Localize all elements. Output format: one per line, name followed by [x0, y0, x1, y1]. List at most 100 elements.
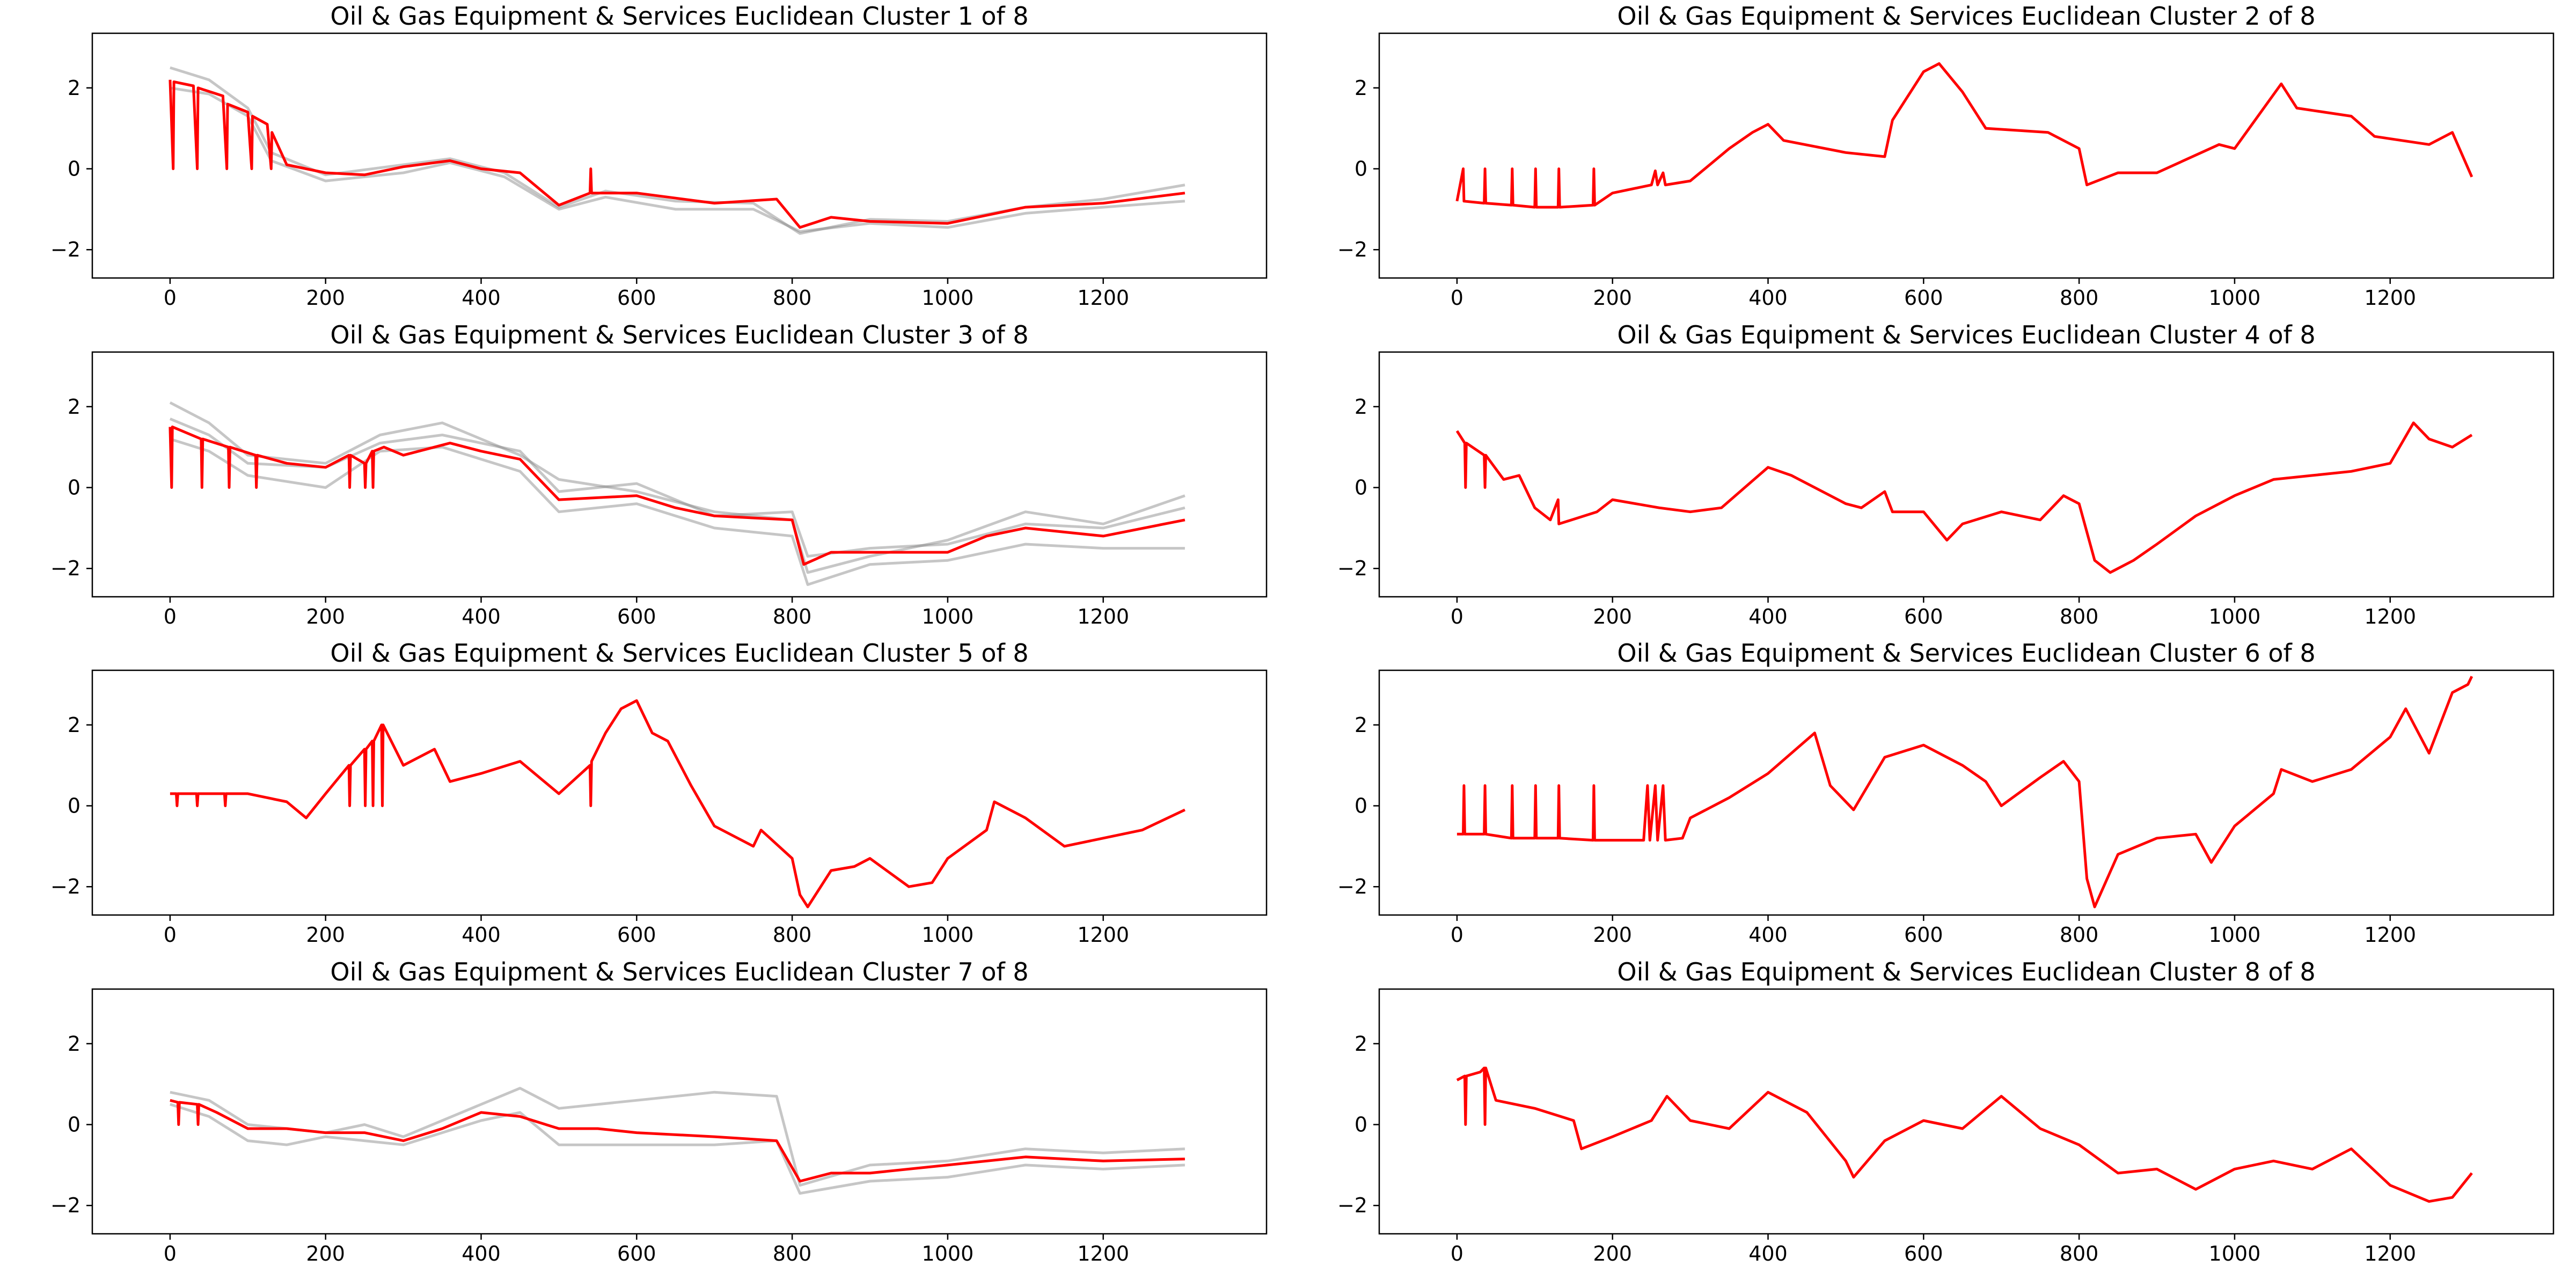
- x-tick-label: 200: [306, 286, 345, 310]
- axes-frame: [1378, 669, 2555, 916]
- series-line-mean: [170, 1099, 1185, 1183]
- subplot-4: Oil & Gas Equipment & Services Euclidean…: [1337, 320, 2555, 628]
- x-tick-label: 400: [462, 923, 501, 947]
- series-line-mean: [1455, 421, 2473, 574]
- x-tick-label: 1200: [2364, 923, 2416, 947]
- x-tick-label: 1000: [922, 605, 974, 628]
- subplot-3: Oil & Gas Equipment & Services Euclidean…: [50, 320, 1268, 628]
- axes-frame: [1378, 351, 2555, 598]
- subplot-7: Oil & Gas Equipment & Services Euclidean…: [50, 957, 1268, 1265]
- plot-area: [1456, 1066, 2473, 1203]
- y-tick-label: −2: [50, 238, 80, 261]
- x-tick-label: 400: [1748, 605, 1788, 628]
- axes-frame: [91, 32, 1268, 279]
- x-tick-label: 400: [1748, 923, 1788, 947]
- y-tick-label: 2: [1355, 713, 1367, 737]
- x-tick-label: 400: [462, 605, 501, 628]
- plot-area: [169, 401, 1185, 586]
- subplot-title: Oil & Gas Equipment & Services Euclidean…: [330, 639, 1028, 668]
- x-tick-label: 800: [773, 605, 812, 628]
- x-tick-label: 1200: [2364, 605, 2416, 628]
- y-tick-label: 2: [68, 76, 80, 100]
- x-tick-label: 0: [1451, 1242, 1463, 1265]
- y-tick-label: −2: [1337, 557, 1367, 580]
- x-tick-label: 800: [773, 1242, 812, 1265]
- y-tick-label: −2: [1337, 875, 1367, 898]
- x-tick-label: 1000: [2209, 286, 2261, 310]
- x-tick-label: 0: [1451, 605, 1463, 628]
- subplot-title: Oil & Gas Equipment & Services Euclidean…: [1617, 320, 2315, 349]
- subplot-title: Oil & Gas Equipment & Services Euclidean…: [330, 2, 1028, 31]
- x-tick-label: 1000: [2209, 605, 2261, 628]
- subplot-title: Oil & Gas Equipment & Services Euclidean…: [1617, 957, 2315, 986]
- subplot-8: Oil & Gas Equipment & Services Euclidean…: [1337, 957, 2555, 1265]
- subplot-5: Oil & Gas Equipment & Services Euclidean…: [50, 639, 1268, 947]
- y-tick-label: 0: [68, 1113, 80, 1136]
- x-tick-label: 1200: [1077, 1242, 1129, 1265]
- y-tick-label: 2: [1355, 76, 1367, 100]
- y-tick-label: 2: [1355, 395, 1367, 419]
- plot-area: [1455, 62, 2473, 209]
- y-tick-label: 0: [1355, 794, 1367, 817]
- series-line-mean: [169, 425, 1185, 566]
- y-tick-label: 2: [68, 1032, 80, 1056]
- y-tick-label: 0: [68, 794, 80, 817]
- x-tick-label: 0: [164, 1242, 177, 1265]
- x-tick-label: 600: [617, 1242, 656, 1265]
- x-tick-label: 800: [773, 923, 812, 947]
- plot-area: [170, 699, 1185, 909]
- x-tick-label: 400: [462, 1242, 501, 1265]
- x-tick-label: 600: [1904, 286, 1943, 310]
- axes-frame: [91, 669, 1268, 916]
- y-tick-label: 0: [1355, 475, 1367, 499]
- x-tick-label: 1200: [2364, 1242, 2416, 1265]
- series-line-mean: [1456, 1066, 2473, 1203]
- y-tick-label: 0: [1355, 157, 1367, 180]
- series-line-mean: [170, 699, 1185, 909]
- x-tick-label: 600: [617, 286, 656, 310]
- y-tick-label: 2: [1355, 1032, 1367, 1056]
- y-tick-label: 2: [68, 395, 80, 419]
- axes-frame: [1378, 988, 2555, 1235]
- x-tick-label: 400: [1748, 1242, 1788, 1265]
- x-tick-label: 600: [617, 923, 656, 947]
- x-tick-label: 200: [1593, 286, 1632, 310]
- x-tick-label: 600: [1904, 605, 1943, 628]
- x-tick-label: 600: [617, 605, 656, 628]
- plot-area: [170, 1087, 1185, 1195]
- subplot-6: Oil & Gas Equipment & Services Euclidean…: [1337, 639, 2555, 947]
- x-tick-label: 800: [2060, 605, 2099, 628]
- x-tick-label: 200: [306, 1242, 345, 1265]
- series-line-member: [170, 66, 1185, 235]
- x-tick-label: 800: [2060, 286, 2099, 310]
- x-tick-label: 0: [1451, 923, 1463, 947]
- axes-frame: [1378, 32, 2555, 279]
- x-tick-label: 0: [164, 605, 177, 628]
- subplot-title: Oil & Gas Equipment & Services Euclidean…: [1617, 639, 2315, 668]
- subplot-title: Oil & Gas Equipment & Services Euclidean…: [330, 957, 1028, 986]
- x-tick-label: 0: [164, 286, 177, 310]
- y-tick-label: −2: [1337, 238, 1367, 261]
- series-line-mean: [169, 79, 1185, 229]
- x-tick-label: 800: [2060, 1242, 2099, 1265]
- x-tick-label: 1000: [2209, 1242, 2261, 1265]
- x-tick-label: 1200: [1077, 605, 1129, 628]
- x-tick-label: 800: [2060, 923, 2099, 947]
- y-tick-label: 0: [68, 475, 80, 499]
- series-line-member: [169, 401, 1185, 574]
- subplot-2: Oil & Gas Equipment & Services Euclidean…: [1337, 2, 2555, 310]
- x-tick-label: 1000: [922, 286, 974, 310]
- x-tick-label: 0: [164, 923, 177, 947]
- series-line-mean: [1457, 676, 2473, 909]
- axes-frame: [91, 988, 1268, 1235]
- y-tick-label: −2: [50, 557, 80, 580]
- x-tick-label: 1000: [922, 1242, 974, 1265]
- x-tick-label: 800: [773, 286, 812, 310]
- plot-area: [1457, 676, 2473, 909]
- series-line-member: [170, 86, 1185, 233]
- axes-frame: [91, 351, 1268, 598]
- y-tick-label: −2: [50, 875, 80, 898]
- series-line-member: [170, 1103, 1185, 1195]
- x-tick-label: 600: [1904, 923, 1943, 947]
